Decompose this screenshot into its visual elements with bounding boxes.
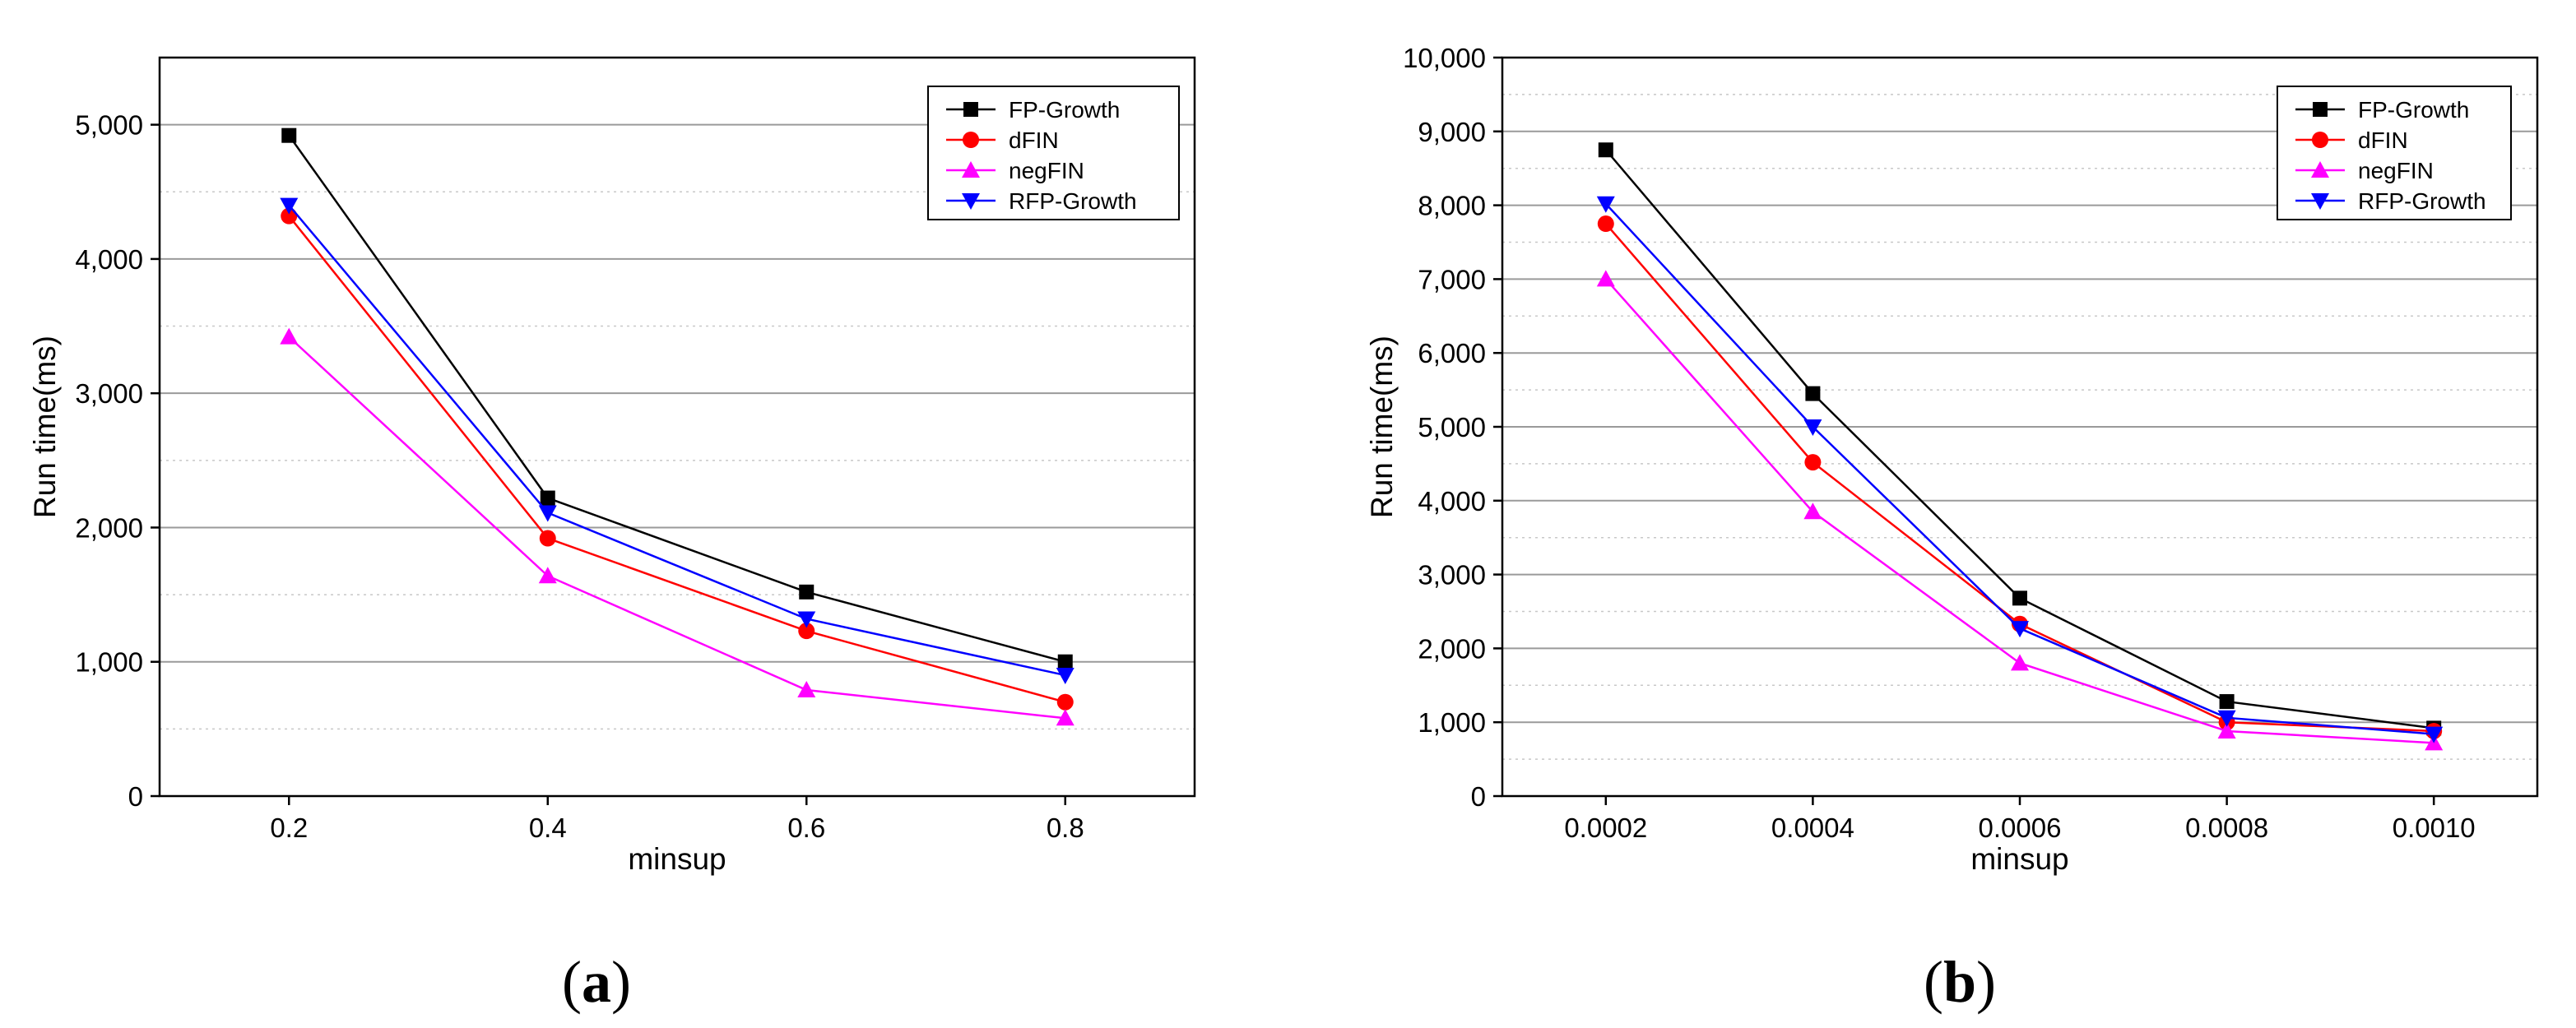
data-point-dfin [798, 623, 815, 640]
x-axis-label: minsup [1970, 842, 2068, 876]
series-line-dfin [288, 215, 1066, 703]
data-point-negfin [797, 681, 816, 698]
series-line-negfin [288, 336, 1065, 720]
chart-panel-a: 0 1,000 2,000 3,000 4,000 5,000 0.2 0.4 0.6 0.8 mi… [28, 56, 1196, 1015]
data-point-fp-growth [540, 490, 555, 506]
legend: FP-Growth dFIN negFIN RFP-Growth [927, 86, 1180, 220]
data-point-negfin [280, 327, 299, 345]
y-tick-label: 2,000 [75, 512, 143, 543]
y-tick-label: 4,000 [1418, 486, 1486, 516]
legend-marker [2311, 161, 2329, 178]
y-tick-label: 8,000 [1418, 191, 1486, 221]
legend-marker [2312, 132, 2328, 148]
legend-marker [962, 161, 980, 178]
x-tick-label: 0.8 [1047, 813, 1084, 843]
x-tick-label: 0.2 [270, 813, 308, 843]
legend-label: RFP-Growth [1009, 188, 1137, 214]
data-point-dfin [1804, 454, 1822, 471]
data-point-rfp-growth [1803, 419, 1822, 436]
data-point-dfin [281, 207, 298, 225]
data-point-fp-growth [2012, 590, 2027, 606]
legend: FP-Growth dFIN negFIN RFP-Growth [2277, 86, 2512, 220]
data-point-fp-growth [1057, 654, 1073, 669]
data-point-fp-growth [1805, 386, 1821, 401]
panel-label-paren-open: ( [1924, 949, 1943, 1015]
data-point-rfp-growth [280, 197, 299, 215]
legend-marker [963, 132, 979, 148]
y-tick-label: 5,000 [1418, 412, 1486, 442]
data-point-negfin [2217, 721, 2236, 739]
data-point-rfp-growth [2011, 621, 2029, 638]
panel-label: (a) [562, 949, 631, 1015]
legend-marker [2311, 193, 2329, 210]
data-point-negfin [1056, 709, 1074, 726]
series-line-rfp-growth [288, 204, 1066, 677]
legend-label: FP-Growth [1009, 97, 1120, 123]
y-axis-label: Run time(ms) [1365, 336, 1399, 518]
panel-label-paren-close: ) [1976, 949, 1996, 1015]
data-point-rfp-growth [1056, 668, 1074, 685]
data-point-negfin [1803, 502, 1822, 520]
data-point-dfin [1056, 693, 1074, 711]
legend-label: dFIN [2358, 127, 2408, 153]
panel-label-letter: b [1943, 949, 1976, 1015]
panel-label-paren-open: ( [562, 949, 582, 1015]
panel-label-letter: a [582, 949, 611, 1015]
data-point-fp-growth [2219, 694, 2235, 710]
data-point-negfin [1596, 270, 1615, 287]
data-point-fp-growth [1598, 142, 1613, 158]
y-tick-label: 3,000 [75, 378, 143, 409]
data-point-rfp-growth [2217, 710, 2236, 727]
legend-marker [963, 102, 978, 117]
x-tick-label: 0.0006 [1979, 813, 2062, 843]
legend-label: negFIN [2358, 158, 2434, 183]
data-point-rfp-growth [1596, 196, 1615, 213]
y-axis-label: Run time(ms) [28, 336, 62, 518]
x-tick-label: 0.0010 [2393, 813, 2476, 843]
legend-marker [962, 193, 980, 210]
legend-label: RFP-Growth [2358, 188, 2486, 214]
y-tick-label: 6,000 [1418, 338, 1486, 368]
data-point-fp-growth [281, 127, 297, 143]
legend-label: dFIN [1009, 127, 1059, 153]
data-point-dfin [539, 530, 556, 547]
y-tick-label: 2,000 [1418, 633, 1486, 664]
x-axis-label: minsup [628, 842, 726, 876]
data-point-negfin [538, 567, 557, 584]
y-tick-label: 10,000 [1403, 43, 1486, 73]
data-point-dfin [1597, 215, 1614, 233]
x-tick-label: 0.6 [787, 813, 825, 843]
y-tick-label: 0 [1471, 781, 1486, 812]
y-tick-label: 0 [128, 781, 143, 812]
series-line-fp-growth [1604, 149, 2434, 729]
x-tick-label: 0.0002 [1564, 813, 1647, 843]
x-tick-label: 0.0008 [2185, 813, 2268, 843]
x-tick-label: 0.4 [529, 813, 567, 843]
y-tick-label: 9,000 [1418, 117, 1486, 147]
y-tick-label: 7,000 [1418, 264, 1486, 294]
legend-label: FP-Growth [2358, 97, 2469, 123]
y-tick-label: 3,000 [1418, 560, 1486, 590]
data-point-rfp-growth [538, 505, 557, 522]
series-line-negfin [1604, 278, 2434, 744]
data-point-rfp-growth [797, 611, 816, 628]
series-line-fp-growth [288, 134, 1066, 663]
plot-frame [158, 56, 1196, 798]
x-tick-label: 0.0004 [1771, 813, 1854, 843]
y-tick-label: 1,000 [75, 647, 143, 678]
panel-label: (b) [1924, 949, 1996, 1015]
data-point-rfp-growth [2425, 726, 2444, 743]
y-tick-label: 4,000 [75, 244, 143, 275]
chart-panel-b: 0 1,000 2,000 3,000 4,000 5,000 6,000 7,000 8,00… [1365, 43, 2539, 1015]
legend-label: negFIN [1009, 158, 1084, 183]
panel-label-paren-close: ) [611, 949, 631, 1015]
data-point-fp-growth [799, 584, 815, 600]
legend-marker [2313, 102, 2328, 117]
y-tick-label: 5,000 [75, 110, 143, 141]
y-tick-label: 1,000 [1418, 707, 1486, 738]
data-point-negfin [2011, 654, 2029, 671]
